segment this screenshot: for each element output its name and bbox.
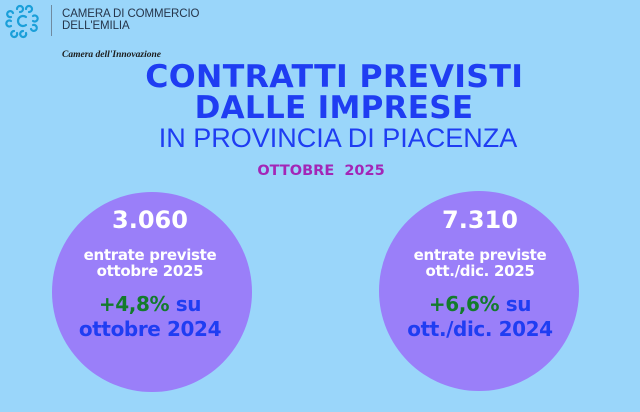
- organization-name: CAMERA DI COMMERCIO DELL'EMILIA: [62, 8, 199, 32]
- header-divider: [51, 5, 52, 36]
- comparison-period: ott./dic. 2024: [407, 317, 553, 341]
- comparison-period: ottobre 2024: [78, 317, 222, 341]
- change-suffix: su: [169, 292, 202, 316]
- change-percent: +6,6%: [428, 292, 500, 316]
- change-suffix: su: [499, 292, 532, 316]
- tagline: Camera dell'Innovazione: [62, 50, 161, 60]
- title-subtitle: IN PROVINCIA DI PIACENZA: [158, 123, 518, 153]
- stat-label: entrate previste ottobre 2025: [30, 247, 270, 279]
- change-percent: +4,8%: [98, 292, 170, 316]
- stat-label: entrate previste ott./dic. 2025: [360, 247, 600, 279]
- stat-label-line2: ottobre 2025: [96, 262, 204, 280]
- stat-circle-oct-dec: [379, 191, 579, 391]
- title-line2: DALLE IMPRESE: [194, 90, 474, 126]
- org-name-line2: DELL'EMILIA: [62, 20, 130, 32]
- stat-label-line1: entrate previste: [413, 246, 547, 264]
- stat-change: +4,8% su ottobre 2024: [30, 292, 270, 342]
- camera-commercio-logo-icon: [3, 3, 43, 39]
- stat-label-line2: ott./dic. 2025: [425, 262, 535, 280]
- period-label: OTTOBRE 2025: [257, 163, 385, 179]
- stat-value: 3.060: [112, 206, 188, 234]
- stat-circle-october: [52, 192, 252, 392]
- stat-label-line1: entrate previste: [83, 246, 217, 264]
- title-line1: CONTRATTI PREVISTI: [145, 59, 524, 95]
- stat-value: 7.310: [442, 206, 518, 234]
- stat-change: +6,6% su ott./dic. 2024: [360, 292, 600, 342]
- org-name-line1: CAMERA DI COMMERCIO: [62, 8, 200, 20]
